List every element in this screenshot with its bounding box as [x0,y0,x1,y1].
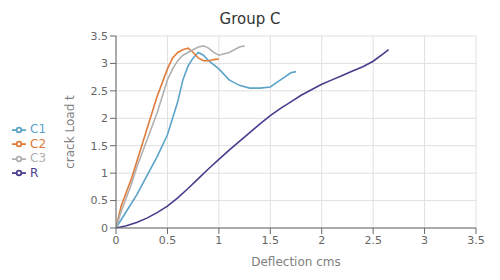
html-text:C1: C1 [30,122,46,136]
svg-text:0: 0 [101,222,108,235]
svg-text:1: 1 [101,167,108,180]
svg-text:1: 1 [215,234,222,247]
svg-text:0.5: 0.5 [159,234,177,247]
html-text:C3: C3 [30,151,46,165]
svg-text:2: 2 [318,234,325,247]
svg-text:2: 2 [101,112,108,125]
svg-text:Deflection cms: Deflection cms [251,255,341,269]
svg-text:1.5: 1.5 [91,140,109,153]
html-text:C2: C2 [30,136,46,151]
svg-text:3: 3 [421,234,428,247]
svg-text:0: 0 [113,234,120,247]
svg-text:3.5: 3.5 [467,234,485,247]
svg-text:1.5: 1.5 [262,234,280,247]
svg-text:2.5: 2.5 [91,85,109,98]
svg-text:3.5: 3.5 [91,30,109,43]
svg-text:0.5: 0.5 [91,194,109,207]
svg-text:3: 3 [101,57,108,70]
svg-text:crack Load t: crack Load t [63,95,77,169]
svg-text:2.5: 2.5 [364,234,382,247]
html-text:R: R [30,165,39,180]
html-text:Group C: Group C [219,10,281,28]
